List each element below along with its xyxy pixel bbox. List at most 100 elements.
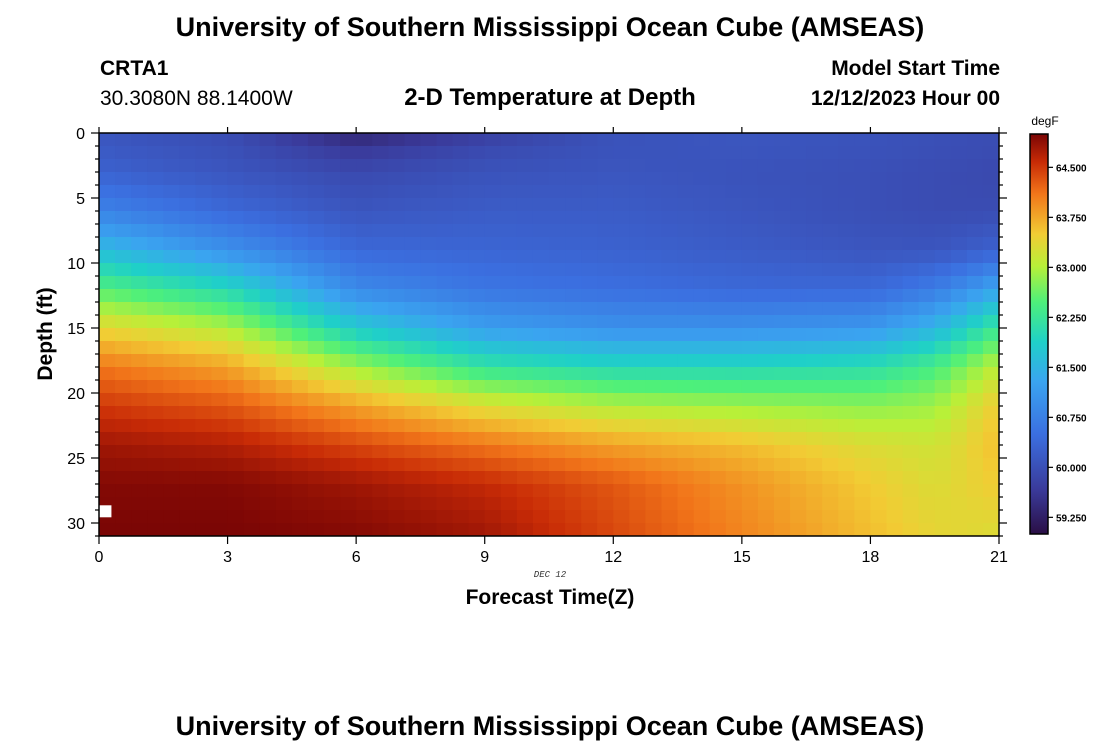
heatmap-cell (372, 224, 389, 238)
heatmap-cell (549, 432, 566, 446)
heatmap-cell (468, 198, 486, 212)
heatmap-cell (291, 263, 309, 277)
heatmap-cell (516, 354, 534, 368)
heatmap-cell (741, 419, 759, 433)
heatmap-cell (340, 276, 357, 290)
heatmap-cell (982, 211, 999, 225)
heatmap-cell (677, 354, 695, 368)
heatmap-cell (307, 328, 325, 342)
heatmap-cell (227, 263, 245, 277)
heatmap-cell (966, 328, 984, 342)
heatmap-cell (709, 471, 727, 485)
heatmap-cell (179, 419, 197, 433)
heatmap-cell (275, 237, 293, 251)
heatmap-cell (532, 276, 550, 290)
heatmap-cell (420, 393, 438, 407)
heatmap-cell (902, 445, 920, 459)
heatmap-cell (918, 510, 936, 524)
heatmap-cell (918, 354, 936, 368)
heatmap-cell (886, 341, 904, 355)
heatmap-cell (243, 380, 261, 394)
heatmap-cell (275, 198, 293, 212)
heatmap-cell (966, 497, 984, 511)
colorbar-tick-label: 63.750 (1056, 213, 1087, 224)
colorbar-tick-label: 60.750 (1056, 413, 1087, 424)
heatmap-cell (163, 380, 180, 394)
heatmap-cell (661, 302, 679, 316)
heatmap-cell (259, 328, 277, 342)
heatmap-cell (822, 146, 839, 160)
heatmap-cell (902, 172, 920, 186)
heatmap-cell (982, 224, 999, 238)
heatmap-cell (693, 159, 711, 173)
heatmap-cell (934, 445, 952, 459)
heatmap-cell (806, 328, 823, 342)
heatmap-cell (549, 198, 566, 212)
heatmap-cell (516, 341, 534, 355)
heatmap-cell (452, 289, 470, 303)
heatmap-cell (99, 159, 116, 173)
heatmap-cell (613, 432, 630, 446)
heatmap-cell (934, 432, 952, 446)
heatmap-cell (854, 211, 872, 225)
heatmap-cell (388, 198, 405, 212)
heatmap-cell (131, 224, 148, 238)
heatmap-cell (307, 250, 325, 264)
heatmap-cell (324, 185, 341, 199)
heatmap-cell (324, 237, 341, 251)
heatmap-cell (629, 510, 647, 524)
heatmap-cell (356, 133, 373, 147)
heatmap-cell (822, 315, 839, 329)
heatmap-cell (259, 406, 277, 420)
heatmap-cell (99, 445, 116, 459)
heatmap-cell (854, 458, 872, 472)
heatmap-cell (709, 419, 727, 433)
heatmap-cell (565, 419, 582, 433)
heatmap-cell (982, 250, 999, 264)
heatmap-cell (468, 445, 486, 459)
heatmap-cell (854, 185, 872, 199)
heatmap-cell (806, 419, 823, 433)
heatmap-cell (404, 484, 422, 498)
heatmap-cell (372, 263, 389, 277)
heatmap-cell (452, 497, 470, 511)
heatmap-cell (115, 419, 132, 433)
heatmap-cell (291, 484, 309, 498)
heatmap-cell (452, 250, 470, 264)
heatmap-cell (677, 159, 695, 173)
heatmap-cell (147, 224, 164, 238)
heatmap-cell (259, 484, 277, 498)
heatmap-cell (870, 341, 888, 355)
heatmap-cell (757, 224, 775, 238)
heatmap-cell (500, 510, 518, 524)
heatmap-cell (822, 341, 839, 355)
heatmap-cell (741, 133, 759, 147)
heatmap-cell (131, 198, 148, 212)
heatmap-cell (709, 523, 727, 536)
heatmap-cell (195, 484, 213, 498)
heatmap-cell (468, 185, 486, 199)
heatmap-cell (356, 146, 373, 160)
heatmap-cell (565, 458, 582, 472)
heatmap-cell (966, 354, 984, 368)
heatmap-cell (388, 341, 405, 355)
heatmap-cell (340, 445, 357, 459)
heatmap-cell (420, 354, 438, 368)
heatmap-cell (404, 159, 422, 173)
heatmap-cell (902, 224, 920, 238)
heatmap-cell (324, 406, 341, 420)
heatmap-cell (195, 185, 213, 199)
heatmap-cell (613, 289, 630, 303)
heatmap-cell (404, 510, 422, 524)
heatmap-cell (918, 497, 936, 511)
heatmap-cell (966, 419, 984, 433)
heatmap-cell (259, 211, 277, 225)
heatmap-cell (227, 328, 245, 342)
heatmap-cell (484, 445, 502, 459)
heatmap-cell (516, 445, 534, 459)
heatmap-cell (259, 354, 277, 368)
heatmap-cell (211, 172, 229, 186)
heatmap-cell (757, 445, 775, 459)
heatmap-cell (115, 497, 132, 511)
heatmap-cell (709, 172, 727, 186)
